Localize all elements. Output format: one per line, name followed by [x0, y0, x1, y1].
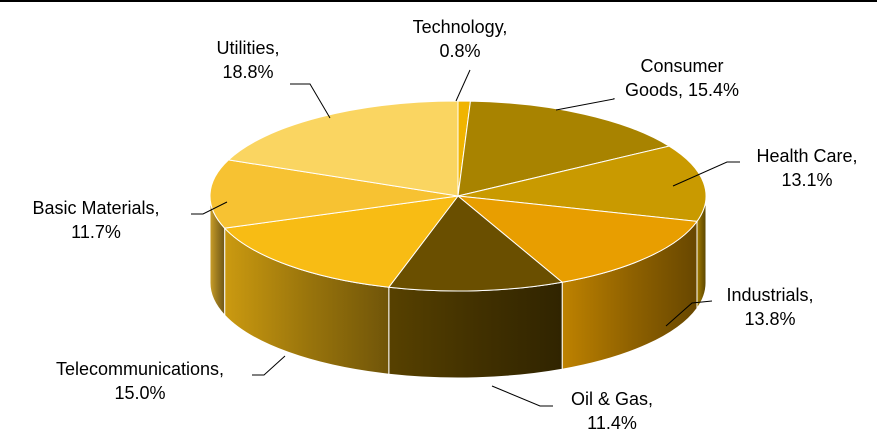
data-label-line: 13.8% [744, 309, 795, 329]
leader-line-industrials [665, 300, 713, 327]
data-label-line: 13.1% [781, 170, 832, 190]
leader-line-technology [455, 69, 471, 102]
data-label-line: Technology, [413, 17, 508, 37]
data-label-line: Consumer [640, 56, 723, 76]
data-label-line: Telecommunications, [56, 359, 224, 379]
data-label-line: 18.8% [222, 62, 273, 82]
data-label-health-care: Health Care, 13.1% [756, 146, 857, 190]
pie-slice-basic-materials [209, 159, 459, 229]
data-label-line: Basic Materials, [32, 198, 159, 218]
data-label-consumer-goods: Consumer Goods, 15.4% [625, 56, 739, 100]
data-label-oil-gas: Oil & Gas, 11.4% [571, 389, 653, 433]
pie-slice-oil-gas [387, 195, 564, 292]
data-label-telecommunications: Telecommunications, 15.0% [56, 359, 224, 403]
data-label-basic-materials: Basic Materials, 11.7% [32, 198, 159, 242]
leader-line-consumer-goods [555, 98, 615, 111]
pie-slice-telecommunications [223, 195, 460, 288]
leader-line-telecommunications [252, 355, 286, 376]
data-label-industrials: Industrials, 13.8% [726, 285, 813, 329]
leader-line-basic-materials [191, 201, 228, 215]
pie-slice-industrials [456, 195, 698, 283]
data-label-line: 15.0% [114, 383, 165, 403]
data-label-utilities: Utilities, 18.8% [216, 38, 279, 82]
data-label-line: 0.8% [439, 41, 480, 61]
pie-top-faces [209, 100, 707, 292]
pie-side-walls [209, 195, 707, 379]
data-label-line: 11.7% [71, 222, 121, 242]
data-label-line: Utilities, [216, 38, 279, 58]
data-label-line: Oil & Gas, [571, 389, 653, 409]
pie-slice-consumer-goods [457, 100, 671, 197]
leader-line-utilities [290, 83, 331, 119]
data-labels: Technology, 0.8% Consumer Goods, 15.4% Healt… [32, 17, 857, 433]
data-label-technology: Technology, 0.8% [413, 17, 508, 61]
pie-slice-utilities [227, 100, 459, 197]
pie-side-oil-gas [388, 281, 563, 379]
leader-line-oil-gas [491, 385, 553, 407]
data-label-line: 11.4% [587, 413, 637, 433]
data-label-line: Industrials, [726, 285, 813, 305]
data-label-line: Health Care, [756, 146, 857, 166]
data-label-line: Goods, 15.4% [625, 80, 739, 100]
top-border [0, 0, 877, 2]
leader-line-health-care [672, 161, 740, 187]
